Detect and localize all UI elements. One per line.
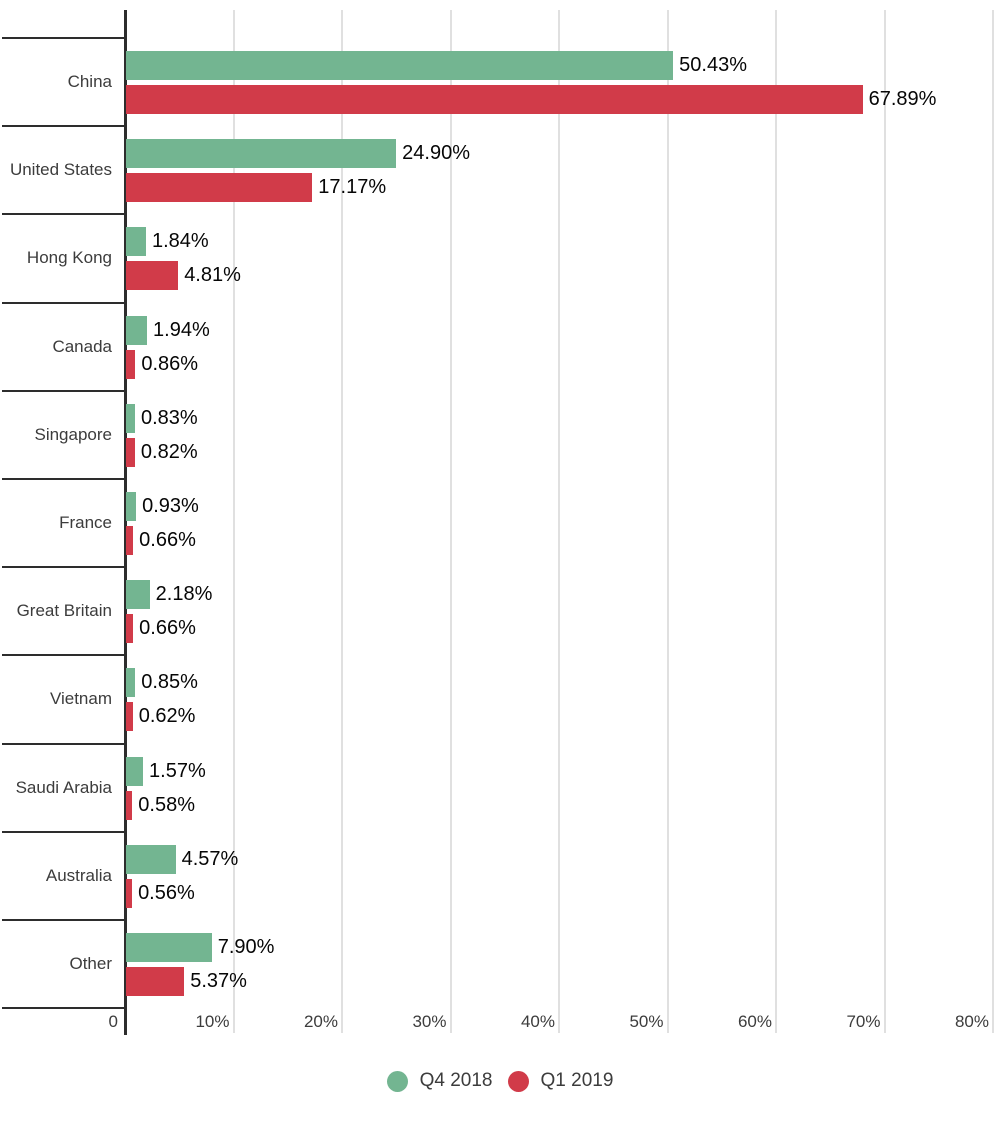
legend-item-q1-2019[interactable]: Q1 2019	[507, 1070, 614, 1092]
x-tick-label: 50%	[629, 1012, 664, 1031]
category-divider	[2, 1007, 125, 1010]
x-tick-label: 20%	[303, 1012, 338, 1031]
bar-q4-2018	[126, 844, 176, 874]
bar-q1-2019	[126, 173, 313, 203]
bar-q4-2018	[126, 492, 137, 521]
value-label-q4-2018: 0.83%	[141, 406, 198, 429]
category-divider	[2, 125, 125, 128]
value-label-q1-2019: 4.81%	[184, 264, 241, 287]
value-label-q4-2018: 0.85%	[141, 671, 198, 694]
gridline	[232, 10, 235, 1033]
value-label-q1-2019: 0.62%	[138, 705, 196, 728]
category-label: Vietnam	[49, 689, 112, 709]
category-label: France	[59, 513, 112, 533]
category-label: Singapore	[34, 424, 112, 444]
bar-q4-2018	[126, 403, 135, 433]
category-divider	[2, 654, 125, 657]
x-tick-label: 40%	[520, 1012, 555, 1031]
gridline	[883, 10, 886, 1033]
category-label: Saudi Arabia	[15, 777, 112, 797]
x-tick-label: 60%	[737, 1012, 772, 1031]
category-label: Canada	[52, 336, 112, 356]
category-divider	[2, 478, 125, 480]
gridline	[341, 10, 343, 1033]
x-tick-label: 80%	[954, 1012, 989, 1031]
bar-q1-2019	[126, 790, 133, 820]
value-label-q1-2019: 17.17%	[318, 176, 387, 199]
category-divider	[2, 301, 125, 304]
bar-q1-2019	[126, 967, 185, 996]
value-label-q4-2018: 0.93%	[142, 495, 199, 517]
value-label-q1-2019: 0.56%	[138, 881, 195, 904]
bar-q1-2019	[126, 437, 135, 467]
bar-q4-2018	[126, 139, 397, 169]
legend-label: Q1 2019	[540, 1070, 614, 1091]
value-label-q1-2019: 0.82%	[140, 440, 198, 463]
gridline	[775, 10, 777, 1033]
category-label: Other	[69, 954, 112, 974]
value-label-q1-2019: 0.66%	[139, 529, 196, 551]
value-label-q1-2019: 0.86%	[141, 352, 199, 375]
x-tick-label: 0	[108, 1012, 118, 1031]
value-label-q4-2018: 24.90%	[402, 142, 470, 165]
bar-q4-2018	[126, 756, 144, 786]
bar-q4-2018	[126, 227, 146, 257]
legend-swatch-icon	[386, 1070, 408, 1092]
bar-q4-2018	[126, 51, 674, 80]
category-divider	[2, 742, 125, 745]
value-label-q1-2019: 0.66%	[139, 617, 196, 640]
value-label-q1-2019: 5.37%	[190, 970, 247, 992]
category-label: Hong Kong	[26, 248, 112, 268]
gridline	[992, 10, 994, 1033]
y-axis-line	[124, 10, 127, 1035]
legend-item-q4-2018[interactable]: Q4 2018	[386, 1070, 493, 1092]
bar-q1-2019	[126, 526, 134, 555]
value-label-q4-2018: 7.90%	[217, 936, 275, 958]
category-divider	[2, 37, 125, 39]
value-label-q1-2019: 0.58%	[138, 793, 195, 816]
bar-q1-2019	[126, 349, 136, 379]
x-tick-label: 30%	[412, 1012, 447, 1031]
bar-q4-2018	[126, 580, 150, 610]
value-label-q4-2018: 1.57%	[149, 759, 206, 782]
bar-q4-2018	[126, 933, 212, 962]
bar-q1-2019	[126, 878, 133, 908]
value-label-q4-2018: 2.18%	[155, 583, 213, 606]
category-label: United States	[9, 160, 112, 180]
x-tick-label: 10%	[195, 1012, 230, 1031]
gridline	[558, 10, 560, 1033]
value-label-q4-2018: 1.94%	[153, 318, 210, 341]
gridline	[666, 10, 669, 1033]
category-label: Australia	[45, 865, 112, 885]
category-divider	[2, 213, 125, 216]
value-label-q1-2019: 67.89%	[868, 88, 937, 110]
category-label: China	[67, 72, 112, 92]
category-divider	[2, 566, 125, 569]
bar-q1-2019	[126, 614, 134, 644]
legend: Q4 2018 Q1 2019	[0, 1067, 1000, 1095]
legend-swatch-icon	[507, 1070, 529, 1092]
gridline	[449, 10, 452, 1033]
category-divider	[2, 919, 125, 921]
bar-q1-2019	[126, 85, 863, 114]
value-label-q4-2018: 4.57%	[181, 847, 239, 870]
category-divider	[2, 830, 125, 833]
x-tick-label: 70%	[846, 1012, 881, 1031]
category-label: Great Britain	[16, 601, 112, 621]
category-divider	[2, 389, 125, 392]
bar-q1-2019	[126, 702, 133, 732]
legend-label: Q4 2018	[419, 1070, 493, 1091]
value-label-q4-2018: 1.84%	[151, 230, 209, 253]
bar-q4-2018	[126, 668, 136, 698]
bar-q4-2018	[126, 315, 148, 345]
bar-q1-2019	[126, 261, 179, 291]
value-label-q4-2018: 50.43%	[679, 54, 747, 76]
